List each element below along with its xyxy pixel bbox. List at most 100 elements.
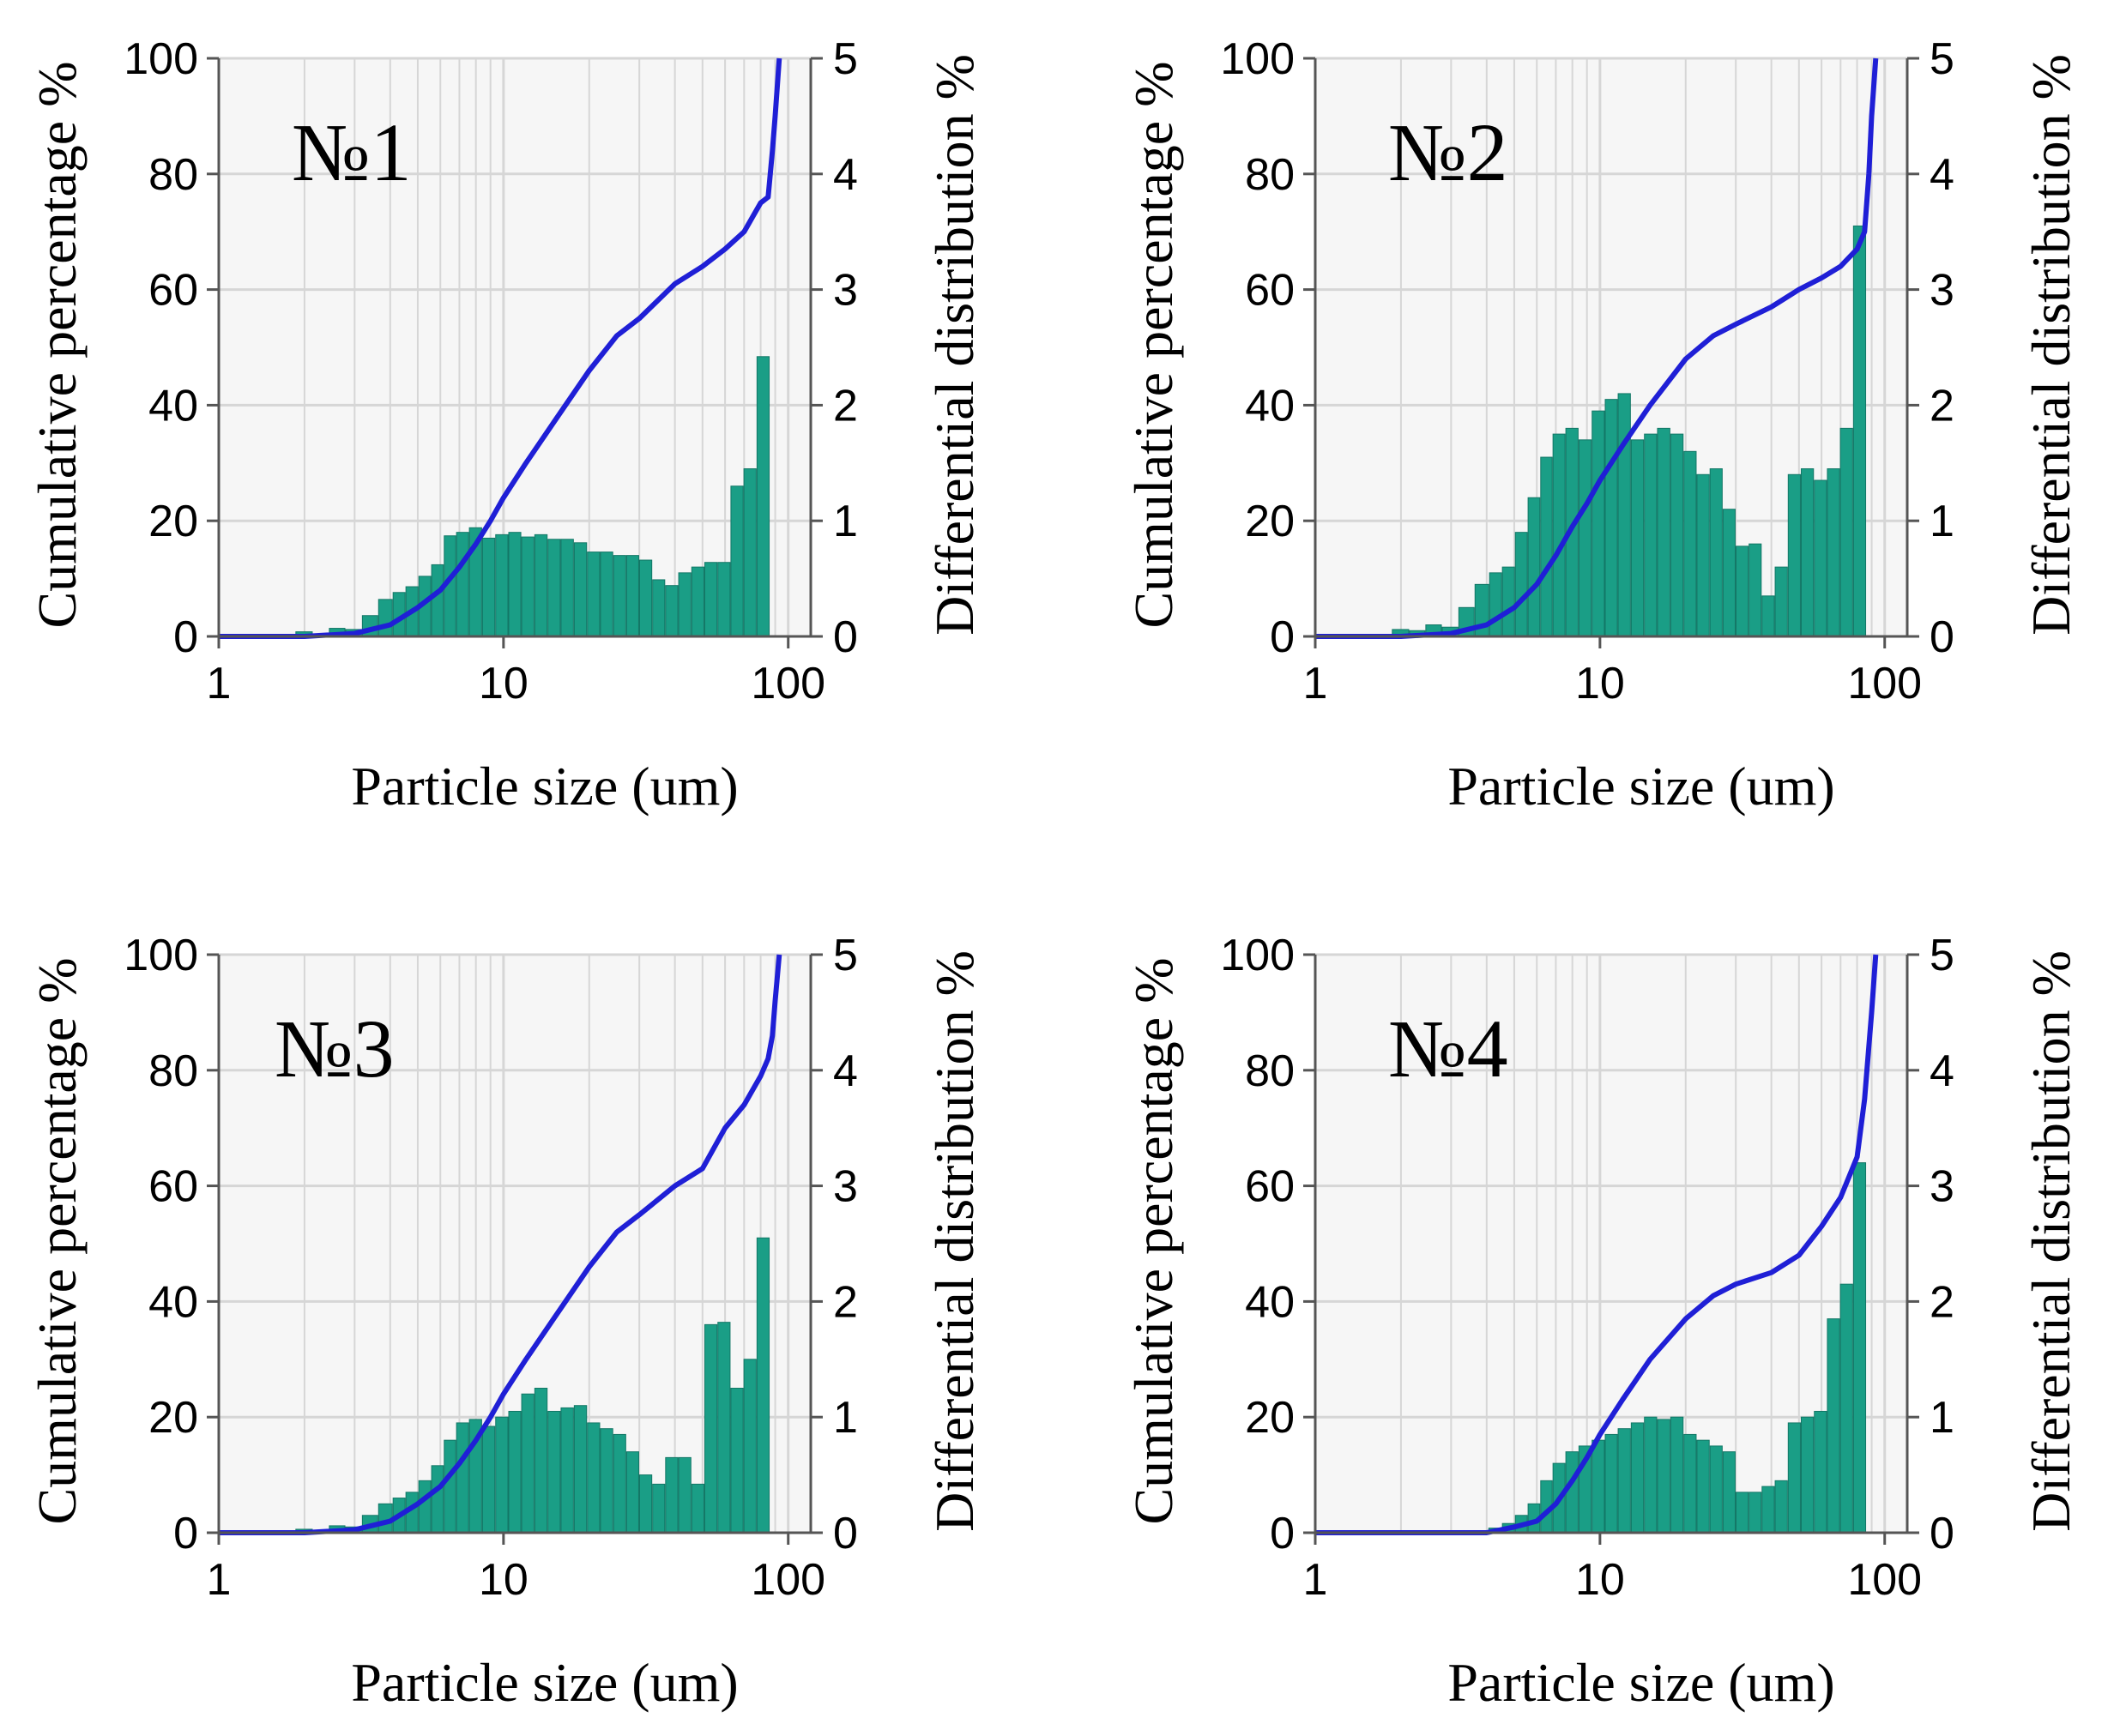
histogram-bar <box>600 1428 613 1534</box>
histogram-bar <box>625 555 639 637</box>
histogram-bar <box>1839 427 1853 637</box>
histogram-bar <box>1722 1451 1736 1534</box>
histogram-bar <box>1827 1318 1840 1534</box>
histogram-bar <box>1735 546 1749 637</box>
histogram-bar <box>1735 1492 1749 1534</box>
y-axis-title-left: Cumulative percentage % <box>27 61 88 628</box>
y-tick-label-left: 100 <box>1220 34 1295 84</box>
histogram-bar <box>638 559 653 637</box>
histogram-bar <box>1644 433 1658 637</box>
histogram-bar <box>587 552 601 637</box>
x-axis-title: Particle size (um) <box>1447 1652 1834 1713</box>
y-tick-label-right: 1 <box>1930 497 1954 546</box>
y-tick-label-right: 4 <box>833 1046 858 1096</box>
histogram-bar <box>1565 1451 1579 1534</box>
y-tick-label-right: 3 <box>833 1162 858 1212</box>
y-tick-label-right: 2 <box>1930 1277 1954 1327</box>
histogram-bar <box>377 599 393 637</box>
panel-title: №3 <box>275 1003 395 1094</box>
histogram-bar <box>1670 433 1684 637</box>
histogram-bar <box>638 1474 653 1534</box>
y-tick-label-left: 0 <box>173 1509 198 1558</box>
panel-title: №4 <box>1388 1003 1508 1094</box>
histogram-bar <box>743 468 757 637</box>
histogram-bar <box>560 539 574 637</box>
y-tick-label-left: 100 <box>1220 931 1295 980</box>
y-tick-label-right: 0 <box>1930 1509 1954 1558</box>
histogram-bar <box>1604 399 1618 637</box>
x-tick-label: 1 <box>207 659 232 708</box>
y-axis-title-right: Differential distribution % <box>2020 54 2081 636</box>
histogram-bar <box>756 1237 770 1534</box>
y-tick-label-right: 5 <box>1930 931 1954 980</box>
histogram-bar <box>1749 543 1762 637</box>
y-tick-label-left: 80 <box>1245 1046 1295 1096</box>
histogram-bar <box>1774 566 1788 637</box>
histogram-bar <box>534 1388 548 1534</box>
histogram-bar <box>521 536 535 637</box>
y-tick-label-right: 5 <box>833 34 858 84</box>
y-tick-label-right: 5 <box>833 931 858 980</box>
y-tick-label-right: 1 <box>833 497 858 546</box>
histogram-bar <box>431 1465 444 1534</box>
histogram-bar <box>730 485 744 637</box>
histogram-bar <box>1657 1419 1670 1534</box>
x-tick-label: 10 <box>1575 659 1625 708</box>
histogram-bar <box>1852 1162 1867 1534</box>
histogram-bar <box>665 585 679 637</box>
histogram-bar <box>691 1483 704 1534</box>
histogram-bar <box>652 579 666 637</box>
histogram-bar <box>1527 497 1541 637</box>
y-tick-label-right: 0 <box>833 612 858 662</box>
histogram-bar <box>1800 1416 1815 1534</box>
histogram-bar <box>1709 1445 1723 1534</box>
y-tick-label-left: 20 <box>148 1393 198 1443</box>
y-tick-label-left: 40 <box>148 381 198 431</box>
y-axis-title-right: Differential distribution % <box>2020 950 2081 1532</box>
histogram-bar <box>1630 1422 1645 1534</box>
y-tick-label-left: 100 <box>124 931 198 980</box>
x-tick-label: 100 <box>751 1555 825 1605</box>
histogram-bar <box>560 1407 574 1534</box>
x-tick-label: 100 <box>751 659 825 708</box>
x-tick-label: 10 <box>479 659 528 708</box>
y-tick-label-left: 80 <box>148 150 198 200</box>
y-tick-label-right: 5 <box>1930 34 1954 84</box>
histogram-bar <box>1578 439 1592 637</box>
y-tick-label-left: 0 <box>1270 612 1295 662</box>
histogram-bar <box>1722 509 1736 637</box>
histogram-bar <box>1592 1439 1605 1534</box>
y-tick-label-left: 40 <box>1245 1277 1295 1327</box>
x-tick-label: 1 <box>207 1555 232 1605</box>
y-tick-label-left: 80 <box>148 1046 198 1096</box>
histogram-bar <box>678 1456 692 1534</box>
y-tick-label-left: 100 <box>124 34 198 84</box>
histogram-bar <box>418 1480 432 1534</box>
cumulative-line <box>1315 954 1879 1535</box>
histogram-bar <box>613 555 626 637</box>
histogram-bar <box>1592 410 1605 637</box>
y-tick-label-left: 0 <box>173 612 198 662</box>
y-tick-label-right: 4 <box>833 150 858 200</box>
y-tick-label-left: 20 <box>148 497 198 546</box>
histogram-bar <box>613 1433 626 1534</box>
histogram-bar <box>444 1439 456 1534</box>
histogram-bar <box>481 537 496 637</box>
x-tick-label: 10 <box>1575 1555 1625 1605</box>
y-tick-label-right: 3 <box>1930 1162 1954 1212</box>
x-tick-label: 1 <box>1303 1555 1328 1605</box>
histogram-bar <box>665 1456 679 1534</box>
cumulative-line <box>219 57 782 639</box>
histogram-bar <box>717 1322 731 1534</box>
y-tick-label-left: 60 <box>1245 1162 1295 1212</box>
y-tick-label-right: 0 <box>1930 612 1954 662</box>
y-tick-label-left: 0 <box>1270 1509 1295 1558</box>
histogram-bar <box>652 1483 666 1534</box>
x-tick-label: 10 <box>479 1555 528 1605</box>
y-tick-label-right: 3 <box>1930 266 1954 316</box>
y-tick-label-right: 2 <box>833 1277 858 1327</box>
panel-title: №1 <box>292 106 412 198</box>
